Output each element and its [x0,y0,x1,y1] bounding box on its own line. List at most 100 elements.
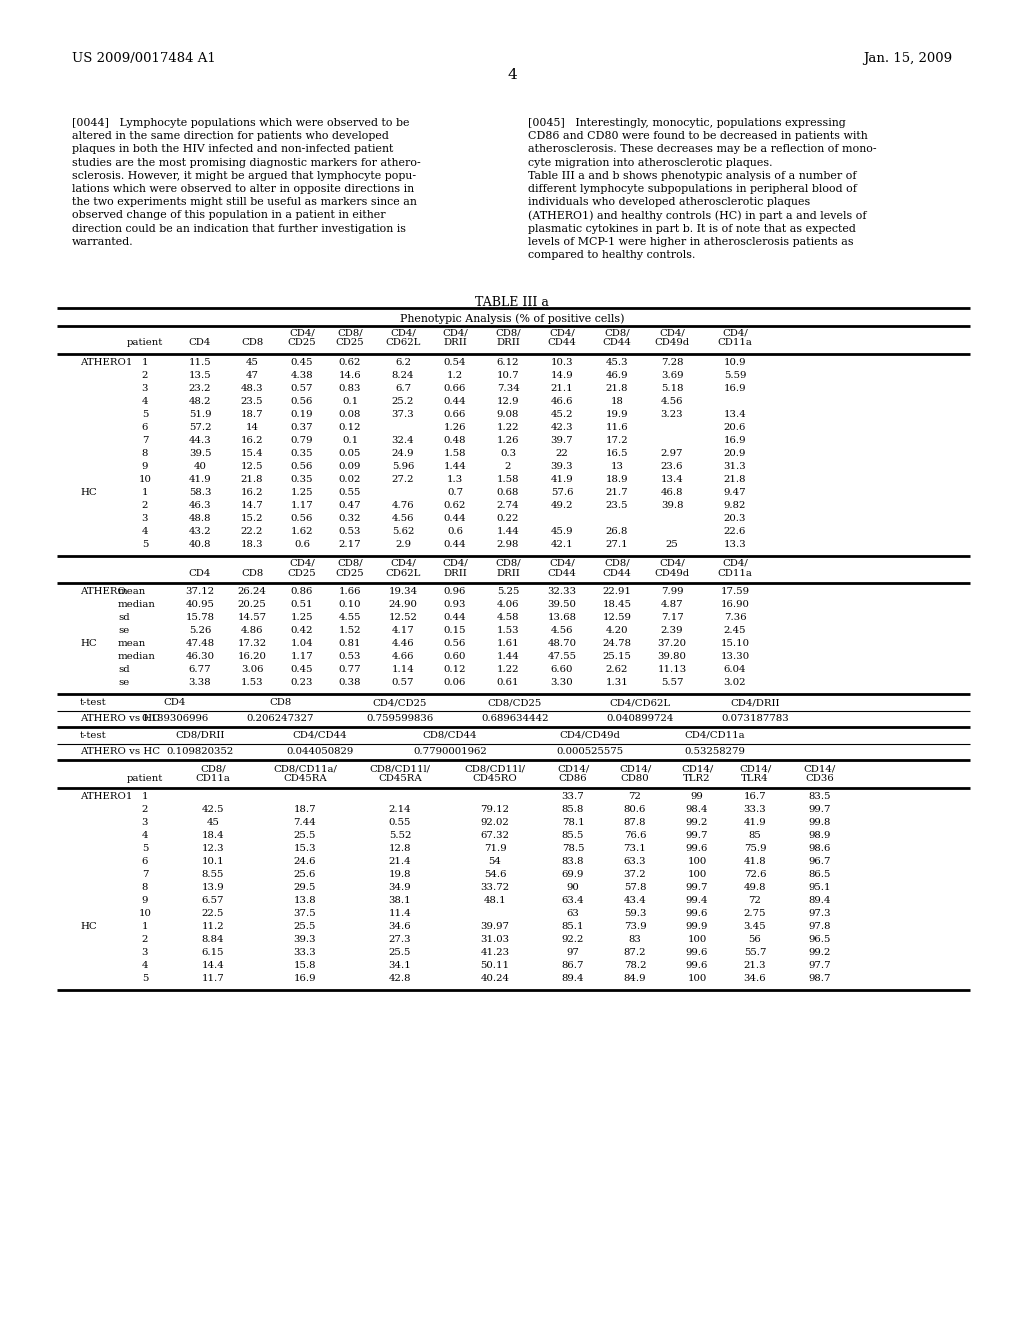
Text: 1.61: 1.61 [497,639,519,648]
Text: 7.99: 7.99 [660,587,683,597]
Text: patient: patient [127,338,163,347]
Text: 31.3: 31.3 [724,462,746,471]
Text: 25.5: 25.5 [294,832,316,840]
Text: 0.62: 0.62 [443,502,466,510]
Text: 85.8: 85.8 [562,805,584,814]
Text: 4: 4 [141,397,148,407]
Text: 73.1: 73.1 [624,843,646,853]
Text: 84.9: 84.9 [624,974,646,983]
Text: 42.5: 42.5 [202,805,224,814]
Text: 9: 9 [141,896,148,906]
Text: 97.8: 97.8 [809,921,831,931]
Text: 92.2: 92.2 [562,935,584,944]
Text: 0.22: 0.22 [497,513,519,523]
Text: 45: 45 [207,818,219,828]
Text: 5.18: 5.18 [660,384,683,393]
Text: 12.5: 12.5 [241,462,263,471]
Text: 0.56: 0.56 [443,639,466,648]
Text: 15.10: 15.10 [721,639,750,648]
Text: 45.2: 45.2 [551,411,573,418]
Text: 3: 3 [141,818,148,828]
Text: 40.8: 40.8 [188,540,211,549]
Text: cyte migration into atherosclerotic plaques.: cyte migration into atherosclerotic plaq… [528,157,772,168]
Text: HC: HC [80,639,96,648]
Text: t-test: t-test [80,731,106,741]
Text: (ATHERO1) and healthy controls (HC) in part a and levels of: (ATHERO1) and healthy controls (HC) in p… [528,210,866,220]
Text: 1: 1 [141,792,148,801]
Text: 89.4: 89.4 [809,896,831,906]
Text: 7.36: 7.36 [724,612,746,622]
Text: 5.52: 5.52 [389,832,412,840]
Text: 78.2: 78.2 [624,961,646,970]
Text: CD14/: CD14/ [618,764,651,774]
Text: 100: 100 [687,870,707,879]
Text: 0.689634442: 0.689634442 [481,714,549,723]
Text: 1: 1 [141,358,148,367]
Text: 19.9: 19.9 [606,411,629,418]
Text: 0.206247327: 0.206247327 [246,714,313,723]
Text: 79.12: 79.12 [480,805,510,814]
Text: 23.6: 23.6 [660,462,683,471]
Text: 0.6: 0.6 [294,540,310,549]
Text: 15.78: 15.78 [185,612,214,622]
Text: 0.02: 0.02 [339,475,361,484]
Text: 1.53: 1.53 [241,678,263,686]
Text: 21.4: 21.4 [389,857,412,866]
Text: 27.2: 27.2 [392,475,415,484]
Text: DRII: DRII [496,338,520,347]
Text: observed change of this population in a patient in either: observed change of this population in a … [72,210,386,220]
Text: 6.77: 6.77 [188,665,211,675]
Text: 7: 7 [141,436,148,445]
Text: plasmatic cytokines in part b. It is of note that as expected: plasmatic cytokines in part b. It is of … [528,223,856,234]
Text: 2.39: 2.39 [660,626,683,635]
Text: 48.1: 48.1 [483,896,506,906]
Text: 0.66: 0.66 [443,384,466,393]
Text: 48.8: 48.8 [188,513,211,523]
Text: 45: 45 [246,358,258,367]
Text: 37.5: 37.5 [294,909,316,917]
Text: DRII: DRII [443,569,467,578]
Text: 14.9: 14.9 [551,371,573,380]
Text: CD4/: CD4/ [659,558,685,568]
Text: 0.48: 0.48 [443,436,466,445]
Text: 22.5: 22.5 [202,909,224,917]
Text: CD8: CD8 [241,569,263,578]
Text: 11.13: 11.13 [657,665,687,675]
Text: 0.19: 0.19 [291,411,313,418]
Text: 72: 72 [629,792,641,801]
Text: 39.8: 39.8 [660,502,683,510]
Text: 1.44: 1.44 [443,462,466,471]
Text: ATHERO1: ATHERO1 [80,358,132,367]
Text: 0.56: 0.56 [291,462,313,471]
Text: 3.69: 3.69 [660,371,683,380]
Text: HC: HC [80,488,96,498]
Text: 7.17: 7.17 [660,612,683,622]
Text: US 2009/0017484 A1: US 2009/0017484 A1 [72,51,216,65]
Text: 0.56: 0.56 [291,397,313,407]
Text: 1.22: 1.22 [497,422,519,432]
Text: 3.30: 3.30 [551,678,573,686]
Text: TABLE III a: TABLE III a [475,296,549,309]
Text: Jan. 15, 2009: Jan. 15, 2009 [863,51,952,65]
Text: 34.1: 34.1 [389,961,412,970]
Text: 3: 3 [141,513,148,523]
Text: 23.2: 23.2 [188,384,211,393]
Text: ATHERO vs HC: ATHERO vs HC [80,747,160,756]
Text: 0.06: 0.06 [443,678,466,686]
Text: 9.82: 9.82 [724,502,746,510]
Text: 0.1: 0.1 [342,436,358,445]
Text: 1.44: 1.44 [497,652,519,661]
Text: 5.25: 5.25 [497,587,519,597]
Text: 6.7: 6.7 [395,384,411,393]
Text: 87.8: 87.8 [624,818,646,828]
Text: 85.5: 85.5 [562,832,584,840]
Text: CD44: CD44 [602,569,632,578]
Text: 99: 99 [690,792,703,801]
Text: 14: 14 [246,422,258,432]
Text: 22: 22 [556,449,568,458]
Text: 44.3: 44.3 [188,436,211,445]
Text: 18.45: 18.45 [602,601,632,609]
Text: CD25: CD25 [288,569,316,578]
Text: 37.20: 37.20 [657,639,686,648]
Text: sd: sd [118,612,130,622]
